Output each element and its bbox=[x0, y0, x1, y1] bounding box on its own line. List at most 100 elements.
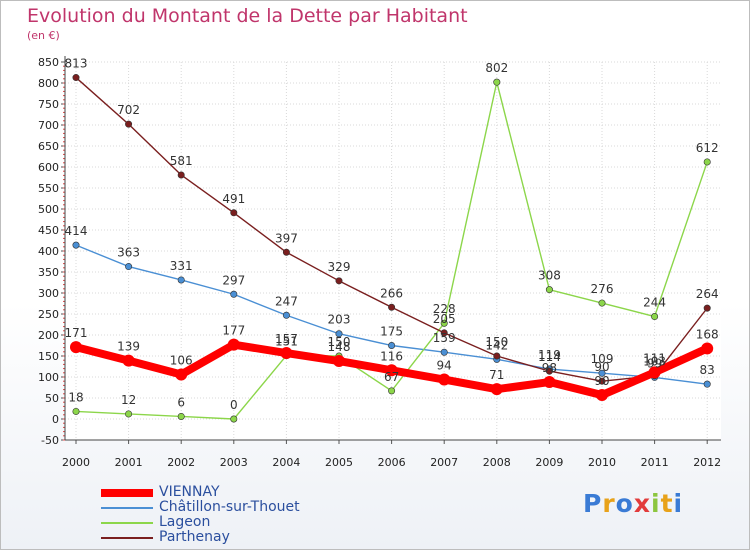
data-point bbox=[122, 354, 135, 367]
data-label: 171 bbox=[65, 326, 88, 340]
x-tick-label: 2007 bbox=[430, 456, 458, 469]
chart-title: Evolution du Montant de la Dette par Hab… bbox=[27, 5, 468, 27]
legend-label: Parthenay bbox=[159, 529, 230, 545]
data-label: 119 bbox=[538, 348, 561, 362]
y-tick-label: 700 bbox=[38, 119, 59, 132]
y-tick-label: 0 bbox=[52, 413, 59, 426]
data-point bbox=[125, 410, 133, 418]
data-label: 168 bbox=[696, 327, 719, 341]
data-point bbox=[596, 389, 608, 402]
data-point bbox=[125, 263, 133, 271]
data-point bbox=[335, 277, 343, 285]
y-tick-label: 350 bbox=[38, 266, 59, 279]
data-point bbox=[335, 330, 343, 338]
x-tick-label: 2009 bbox=[535, 456, 563, 469]
x-tick-label: 2012 bbox=[693, 456, 721, 469]
data-point bbox=[490, 383, 503, 396]
y-tick-label: 250 bbox=[38, 308, 59, 321]
data-point bbox=[177, 276, 185, 284]
logo-letter: r bbox=[602, 489, 616, 518]
logo-letter: P bbox=[583, 489, 603, 518]
logo-letter: x bbox=[633, 489, 651, 518]
legend-swatch bbox=[101, 506, 153, 509]
chart-subtitle: (en €) bbox=[27, 29, 60, 42]
data-label: 0 bbox=[230, 398, 238, 412]
data-label: 612 bbox=[696, 141, 719, 155]
data-label: 329 bbox=[328, 260, 351, 274]
data-label: 363 bbox=[117, 246, 140, 260]
data-point bbox=[440, 348, 448, 356]
data-label: 297 bbox=[222, 273, 245, 287]
y-tick-label: 500 bbox=[38, 203, 59, 216]
data-label: 116 bbox=[380, 349, 403, 363]
data-label: 90 bbox=[594, 374, 609, 388]
data-label: 103 bbox=[643, 355, 666, 369]
data-label: 148 bbox=[328, 340, 351, 354]
x-tick-label: 2005 bbox=[325, 456, 353, 469]
y-tick-label: 400 bbox=[38, 245, 59, 258]
data-label: 142 bbox=[485, 338, 508, 352]
data-point bbox=[438, 373, 451, 386]
data-label: 159 bbox=[433, 331, 456, 345]
data-point bbox=[230, 209, 238, 217]
data-label: 266 bbox=[380, 286, 403, 300]
data-label: 111 bbox=[643, 351, 666, 365]
data-point bbox=[545, 367, 553, 375]
logo-letter: i bbox=[673, 489, 684, 518]
data-label: 244 bbox=[643, 296, 666, 310]
data-point bbox=[440, 319, 448, 327]
data-label: 151 bbox=[275, 335, 298, 349]
data-point bbox=[703, 380, 711, 388]
data-label: 702 bbox=[117, 103, 140, 117]
legend-label: VIENNAY bbox=[159, 484, 220, 500]
data-point bbox=[227, 338, 240, 351]
data-label: 414 bbox=[65, 224, 88, 238]
data-point bbox=[72, 241, 80, 249]
x-tick-label: 2004 bbox=[272, 456, 300, 469]
y-tick-label: 50 bbox=[45, 392, 59, 405]
data-label: 276 bbox=[591, 282, 614, 296]
data-point bbox=[440, 329, 448, 337]
data-label: 106 bbox=[170, 353, 193, 367]
data-label: 228 bbox=[433, 302, 456, 316]
data-label: 18 bbox=[68, 390, 83, 404]
data-label: 67 bbox=[384, 370, 399, 384]
data-point bbox=[493, 78, 501, 86]
data-label: 83 bbox=[700, 363, 715, 377]
data-point bbox=[333, 355, 345, 368]
x-tick-label: 2002 bbox=[167, 456, 195, 469]
data-point bbox=[385, 364, 398, 377]
data-label: 308 bbox=[538, 269, 561, 283]
y-tick-label: 600 bbox=[38, 161, 59, 174]
data-point bbox=[177, 171, 185, 179]
data-label: 581 bbox=[170, 154, 193, 168]
data-point bbox=[703, 158, 711, 166]
logo-letter: i bbox=[651, 489, 661, 518]
legend-swatch bbox=[101, 536, 153, 539]
data-label: 90 bbox=[594, 360, 609, 374]
x-tick-label: 2003 bbox=[220, 456, 248, 469]
data-label: 99 bbox=[647, 356, 662, 370]
data-label: 813 bbox=[65, 57, 88, 71]
x-tick-label: 2000 bbox=[62, 456, 90, 469]
data-label: 397 bbox=[275, 231, 298, 245]
data-label: 139 bbox=[117, 340, 140, 354]
data-point bbox=[280, 347, 293, 360]
proxiti-logo: Proxiti bbox=[583, 489, 683, 518]
legend-item: VIENNAY bbox=[101, 485, 300, 500]
data-point bbox=[598, 369, 606, 377]
data-point bbox=[72, 74, 80, 82]
data-point bbox=[598, 377, 606, 385]
y-tick-label: 450 bbox=[38, 224, 59, 237]
legend-label: Châtillon-sur-Thouet bbox=[159, 499, 300, 515]
data-point bbox=[388, 387, 396, 395]
data-point bbox=[493, 352, 501, 360]
data-point bbox=[701, 342, 714, 355]
y-tick-label: 650 bbox=[38, 140, 59, 153]
data-point bbox=[543, 376, 556, 389]
legend-swatch bbox=[101, 521, 153, 524]
logo-letter: t bbox=[660, 489, 674, 518]
legend-item: Lageon bbox=[101, 515, 300, 530]
data-label: 98 bbox=[542, 361, 557, 375]
data-label: 109 bbox=[591, 352, 614, 366]
